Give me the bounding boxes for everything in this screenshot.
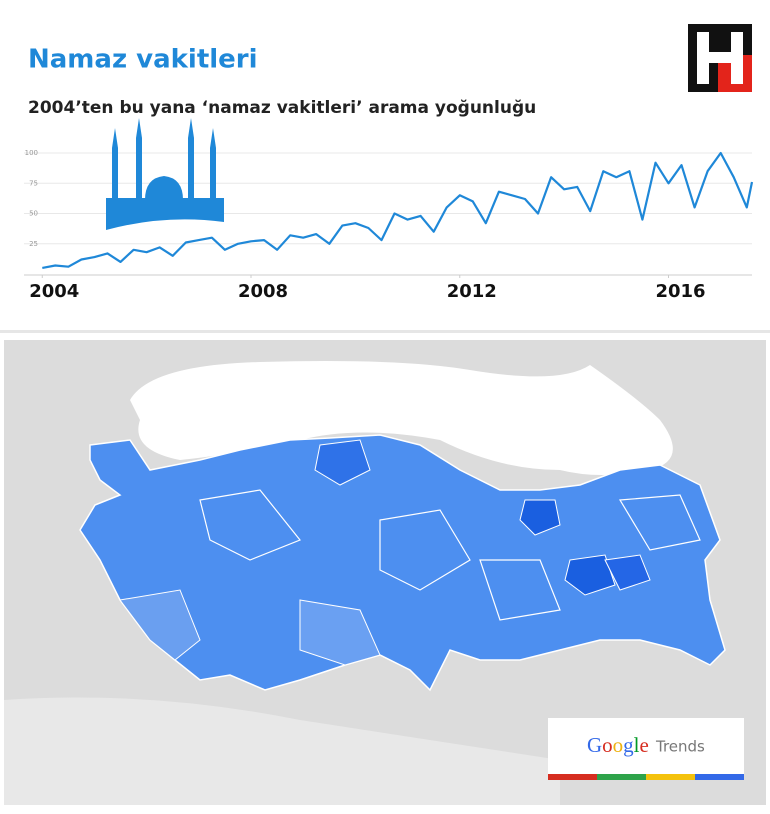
logo-stripe xyxy=(695,774,744,780)
x-tick-label: 2008 xyxy=(238,281,288,302)
dome xyxy=(145,176,183,200)
trend-line xyxy=(42,151,754,269)
region-dark xyxy=(564,554,616,596)
y-tick-label: 50 xyxy=(29,210,38,218)
minaret-top xyxy=(112,128,118,148)
title: Namaz vakitleri xyxy=(28,45,258,75)
logo-box xyxy=(548,718,744,780)
minaret-top xyxy=(210,128,216,148)
logo-brand: Google xyxy=(587,733,649,757)
y-tick-label: 75 xyxy=(29,179,38,187)
logo-stripe xyxy=(597,774,646,780)
sea-south xyxy=(4,697,560,805)
logo-stripe xyxy=(548,774,597,780)
logo-h xyxy=(688,24,752,92)
logo-stripe xyxy=(646,774,695,780)
minaret-top xyxy=(136,118,142,138)
logo-product: Trends xyxy=(655,738,705,756)
y-tick-label: 100 xyxy=(25,149,38,157)
minaret xyxy=(188,138,194,218)
divider xyxy=(0,330,770,333)
base xyxy=(106,198,224,230)
minaret-top xyxy=(188,118,194,138)
region-light xyxy=(119,589,201,661)
logo-bar xyxy=(697,52,743,63)
region-dark xyxy=(314,439,371,486)
minaret xyxy=(112,148,118,218)
minaret xyxy=(210,148,216,218)
x-tick-label: 2012 xyxy=(447,281,497,302)
y-tick-label: 25 xyxy=(29,240,38,248)
map: Google Trends xyxy=(4,340,766,805)
mosque-icon xyxy=(106,118,224,230)
subtitle: 2004’ten bu yana ‘namaz vakitleri’ arama… xyxy=(28,98,536,118)
region-dark xyxy=(519,499,561,536)
x-tick-label: 2016 xyxy=(655,281,705,302)
region-light xyxy=(299,599,381,666)
minaret xyxy=(136,138,142,218)
region-borders xyxy=(199,489,701,621)
region-dark xyxy=(604,554,651,591)
x-tick-label: 2004 xyxy=(29,281,79,302)
